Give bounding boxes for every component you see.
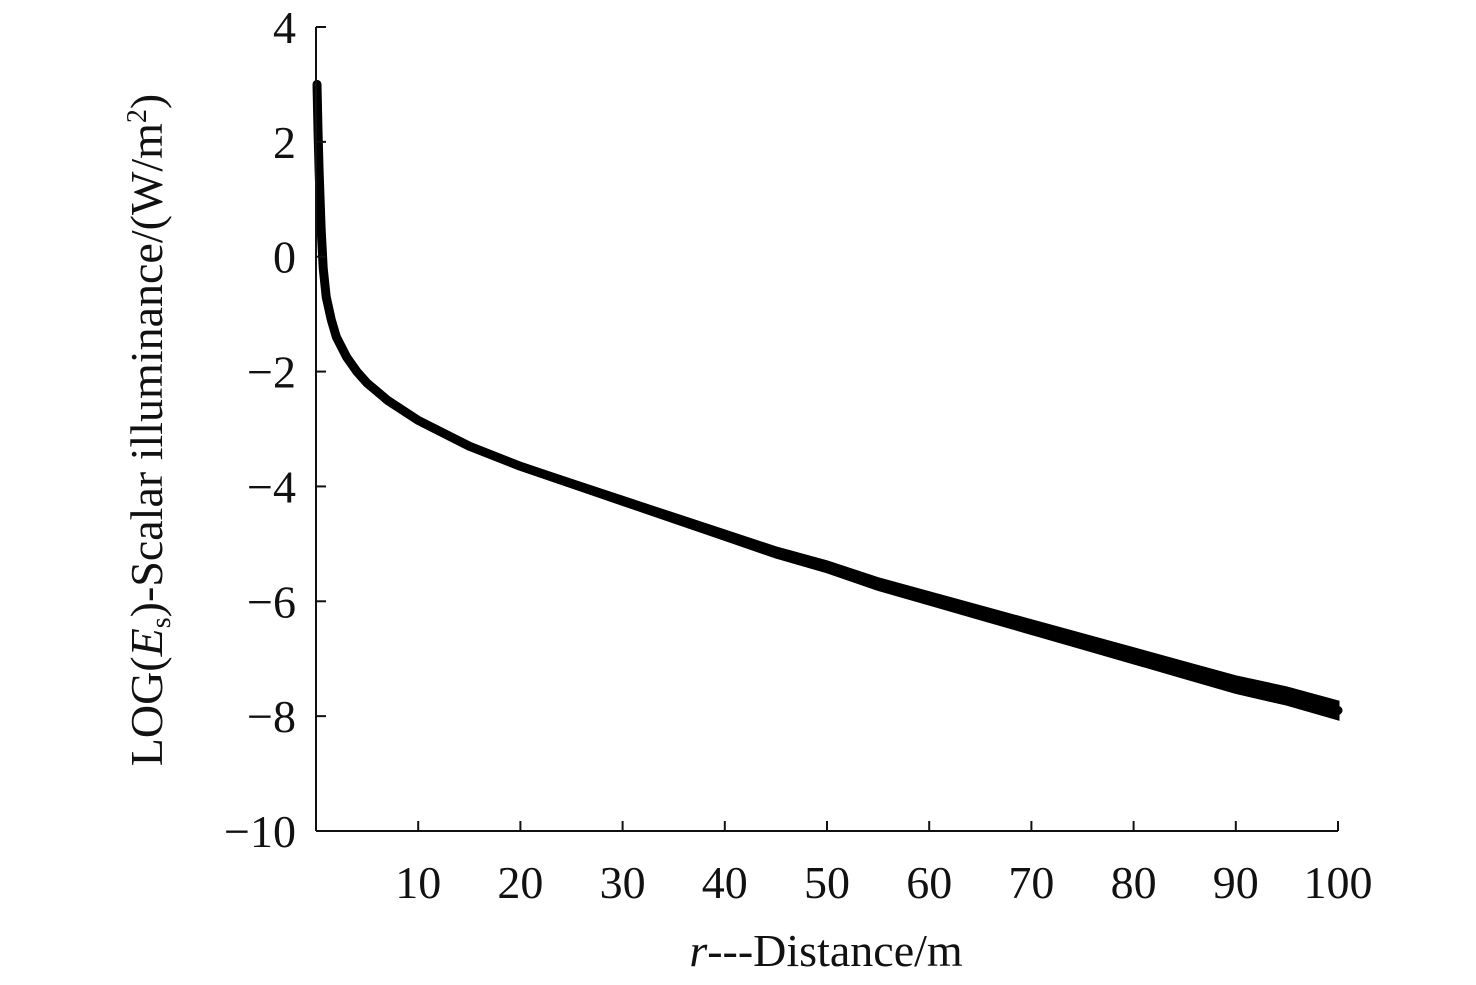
x-tick-label: 80	[1111, 857, 1157, 908]
y-ticks: 4 2 0 −2 −4 −6 −8 −10	[224, 2, 326, 857]
data-point	[772, 549, 779, 556]
y-axis-title-sup: 2	[122, 109, 153, 123]
data-point	[318, 225, 325, 231]
data-point	[670, 515, 677, 521]
data-point	[1181, 667, 1188, 674]
y-tick-label: −10	[224, 806, 296, 857]
x-tick-label: 10	[395, 857, 441, 908]
data-point	[1232, 681, 1239, 688]
data-point	[466, 443, 473, 450]
data-point	[316, 167, 323, 174]
series-line	[312, 79, 1343, 715]
x-tick-label: 60	[906, 857, 952, 908]
y-tick-label: −4	[247, 461, 296, 512]
y-axis-title-var: E	[121, 628, 172, 657]
data-point	[328, 316, 335, 323]
data-point	[333, 334, 340, 341]
x-axis-title-var: r	[689, 925, 708, 976]
data-point	[1079, 638, 1086, 645]
axes	[315, 27, 1338, 832]
y-tick-label: −6	[247, 576, 296, 627]
data-point	[343, 354, 350, 361]
data-point	[1028, 624, 1035, 631]
data-point	[517, 463, 524, 470]
y-axis-title-suffix: )	[121, 94, 172, 109]
data-point	[353, 368, 360, 375]
data-point	[323, 293, 330, 300]
y-tick-label: 0	[273, 232, 296, 283]
data-point	[875, 581, 882, 588]
data-point	[1283, 693, 1290, 699]
data-point	[568, 480, 575, 487]
data-point	[926, 595, 933, 602]
x-tick-label: 90	[1213, 857, 1259, 908]
x-axis-title-text: ---Distance/m	[707, 925, 963, 976]
data-point	[1335, 707, 1341, 714]
y-tick-label: −2	[247, 347, 296, 398]
x-axis-title: r---Distance/m	[689, 925, 963, 976]
y-tick-label: 2	[273, 117, 296, 168]
y-axis-title-mid: )-Scalar illuminance/(W/m	[121, 123, 172, 618]
x-tick-label: 70	[1008, 857, 1054, 908]
x-tick-label: 30	[600, 857, 646, 908]
data-point	[977, 609, 984, 616]
plot-area	[312, 79, 1343, 721]
x-tick-label: 40	[702, 857, 748, 908]
x-tick-label: 100	[1304, 857, 1373, 908]
data-point	[824, 563, 830, 570]
y-tick-label: −8	[247, 691, 296, 742]
x-ticks: 10 20 30 40 50 60 70 80 90 100	[395, 821, 1373, 908]
data-point	[364, 380, 371, 387]
data-point	[320, 265, 327, 272]
data-point	[721, 532, 728, 539]
y-axis-title-prefix: LOG(	[121, 656, 172, 766]
x-tick-label: 20	[497, 857, 543, 908]
data-point	[384, 397, 391, 404]
y-tick-label: 4	[273, 2, 296, 53]
x-tick-label: 50	[804, 857, 850, 908]
data-point	[619, 497, 626, 504]
series-noise-band	[315, 82, 1340, 721]
data-point	[415, 417, 422, 424]
y-axis-title: LOG(Es)-Scalar illuminance/(W/m2)	[121, 94, 177, 767]
data-point	[1130, 652, 1137, 659]
y-axis-title-sub: s	[146, 617, 177, 628]
